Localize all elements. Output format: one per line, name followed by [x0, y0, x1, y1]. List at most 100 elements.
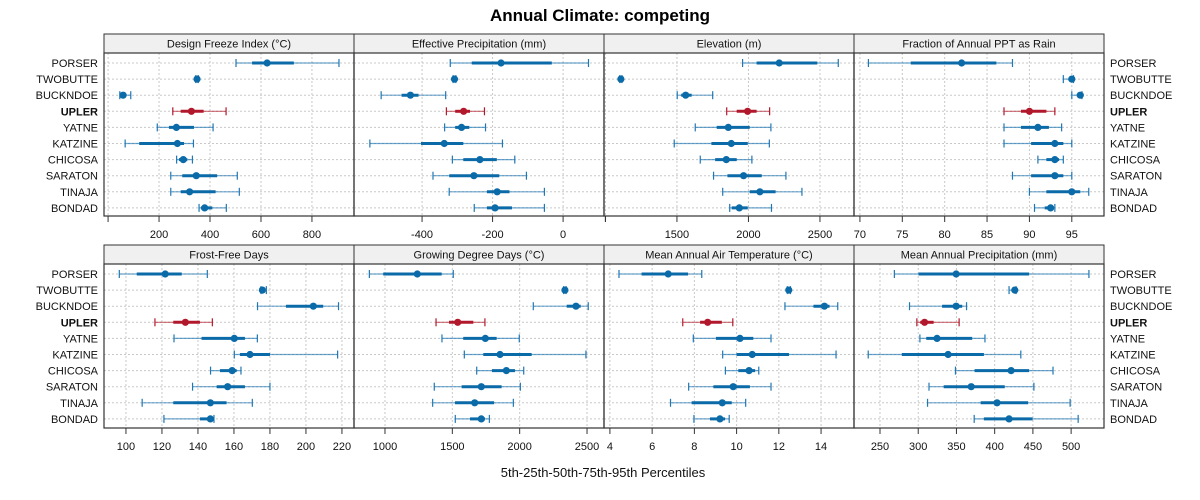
median-point: [193, 75, 201, 83]
data-row: [444, 123, 487, 132]
data-row: [669, 398, 747, 407]
data-row: [170, 187, 240, 196]
median-point: [246, 350, 254, 359]
data-row: [163, 414, 215, 423]
data-row: [369, 139, 504, 148]
row-label-right: TWOBUTTE: [1110, 285, 1172, 297]
panel-title: Mean Annual Air Temperature (°C): [645, 250, 812, 262]
median-point: [471, 399, 479, 407]
data-row: [380, 91, 447, 100]
data-row: [435, 318, 486, 327]
row-label-left: BUCKNDOE: [36, 301, 98, 313]
row-label-right: UPLER: [1110, 317, 1147, 329]
median-point: [476, 156, 484, 164]
median-point: [179, 156, 187, 164]
median-point: [450, 75, 459, 83]
median-point: [1047, 204, 1055, 212]
median-point: [958, 59, 966, 67]
panel: Effective Precipitation (mm) -400 -200 0: [353, 33, 606, 241]
data-row: [693, 414, 730, 423]
row-label-right: SARATON: [1110, 171, 1162, 183]
data-row: [867, 350, 1022, 359]
row-label-left: SARATON: [46, 171, 98, 183]
median-point: [228, 367, 236, 375]
data-row: [694, 123, 772, 132]
panel-title: Effective Precipitation (mm): [412, 39, 546, 51]
row-label-left: CHICOSA: [48, 366, 99, 378]
median-point: [820, 302, 829, 310]
row-label-left: YATNE: [63, 333, 98, 345]
median-point: [1007, 367, 1015, 375]
data-row: [1028, 187, 1090, 196]
panel-frame: [853, 52, 1105, 217]
row-label-right: BONDAD: [1110, 414, 1157, 426]
tick-label: 6: [649, 441, 655, 453]
row-label-left: KATZINE: [52, 139, 98, 151]
data-row: [476, 366, 525, 375]
row-label-left: PORSER: [52, 269, 99, 281]
median-point: [477, 383, 485, 391]
median-point: [454, 318, 462, 326]
data-row: [432, 398, 514, 407]
data-row: [729, 203, 773, 212]
panel: Frost-Free Days 100 120 140 160 180 200 220: [103, 244, 355, 453]
tick-label: 75: [896, 229, 908, 241]
data-row: [141, 398, 253, 407]
data-row: [172, 107, 227, 116]
median-point: [1051, 139, 1059, 148]
median-point: [1051, 156, 1059, 164]
data-row: [724, 366, 760, 375]
row-label-left: TINAJA: [60, 187, 99, 199]
median-point: [1025, 107, 1034, 115]
tick-label: 80: [939, 229, 951, 241]
data-row: [233, 350, 339, 359]
tick-label: 500: [1062, 441, 1080, 453]
data-row: [893, 270, 1090, 278]
data-row: [1003, 123, 1063, 132]
row-label-right: PORSER: [1110, 269, 1157, 281]
data-row: [618, 270, 703, 278]
data-row: [156, 123, 214, 132]
data-row: [209, 366, 242, 375]
row-label-right: TINAJA: [1110, 398, 1149, 410]
tick-label: 14: [815, 441, 827, 453]
data-row: [119, 91, 132, 100]
row-label-right: BUCKNDOE: [1110, 90, 1172, 102]
median-point: [743, 107, 752, 115]
median-point: [440, 139, 448, 148]
row-label-left: YATNE: [63, 122, 98, 134]
data-row: [450, 75, 459, 84]
panel: Fraction of Annual PPT as Rain 70 75 80 85 90…: [853, 33, 1105, 241]
data-row: [561, 286, 569, 295]
data-row: [1011, 171, 1073, 180]
row-label-right: SARATON: [1110, 382, 1162, 394]
row-label-right: CHICOSA: [1110, 366, 1161, 378]
tick-label: 400: [985, 441, 1003, 453]
tick-label: 450: [1024, 441, 1042, 453]
median-point: [470, 172, 478, 180]
median-point: [716, 415, 724, 423]
row-label-left: BUCKNDOE: [36, 90, 98, 102]
median-point: [192, 172, 200, 180]
data-row: [954, 366, 1054, 375]
data-row: [673, 139, 770, 148]
row-label-right: TINAJA: [1110, 187, 1149, 199]
median-point: [491, 204, 499, 212]
tick-label: 180: [261, 441, 279, 453]
panel-title: Frost-Free Days: [189, 250, 269, 262]
data-row: [235, 59, 340, 67]
tick-label: 85: [981, 229, 993, 241]
data-row: [928, 382, 1035, 391]
row-label-left: CHICOSA: [48, 155, 99, 167]
tick-label: 2500: [808, 229, 832, 241]
tick-label: 90: [1023, 229, 1035, 241]
median-point: [1034, 123, 1042, 131]
tick-label: 300: [909, 441, 927, 453]
data-row: [454, 414, 490, 423]
data-row: [785, 286, 793, 295]
row-label-left: UPLER: [61, 317, 98, 329]
row-label-right: UPLER: [1110, 106, 1147, 118]
median-point: [502, 367, 510, 375]
row-label-right: BONDAD: [1110, 203, 1157, 215]
